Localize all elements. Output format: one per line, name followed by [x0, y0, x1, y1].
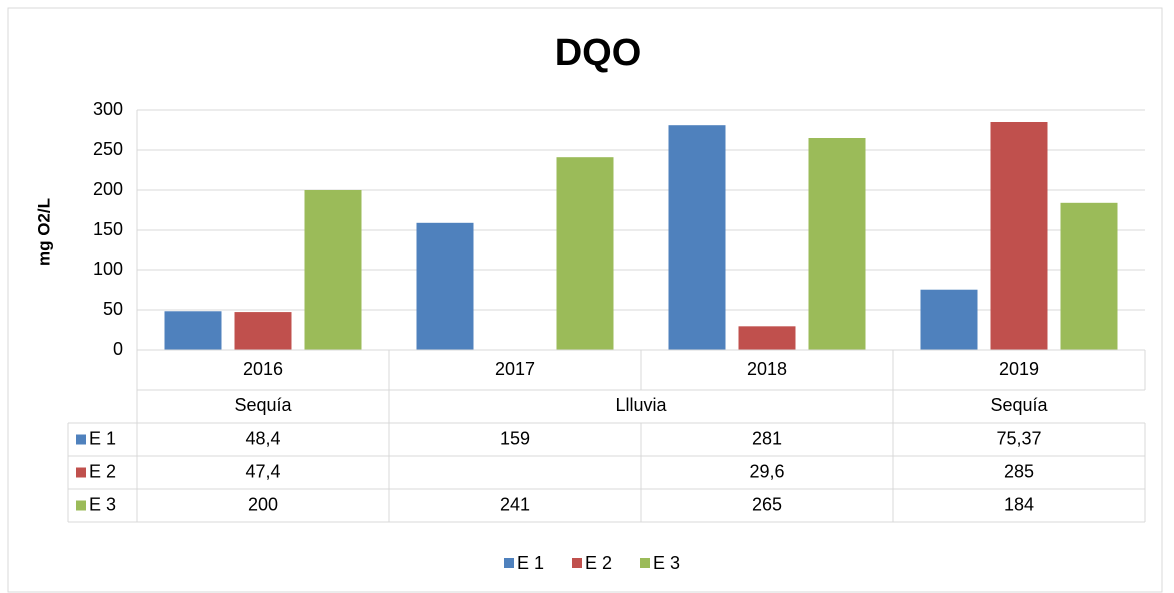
bar [920, 289, 978, 350]
table-value: 75,37 [996, 428, 1041, 448]
table-value: 241 [500, 494, 530, 514]
table-value: 29,6 [749, 461, 784, 481]
bar [738, 326, 796, 350]
table-value: 48,4 [245, 428, 280, 448]
category-label: 2018 [747, 359, 787, 379]
legend-key [504, 558, 514, 568]
table-series-name: E 2 [89, 461, 116, 481]
chart-title: DQO [555, 32, 642, 74]
legend-label: E 2 [585, 553, 612, 573]
table-value: 281 [752, 428, 782, 448]
y-tick-label: 0 [113, 339, 123, 359]
group-label: Sequía [990, 395, 1048, 415]
group-label: Sequía [234, 395, 292, 415]
table-value: 265 [752, 494, 782, 514]
bar [416, 222, 474, 350]
table-value: 184 [1004, 494, 1034, 514]
table-legend-key [76, 500, 86, 511]
table-value: 159 [500, 428, 530, 448]
bar [1060, 202, 1118, 350]
legend-label: E 3 [653, 553, 680, 573]
bar [234, 312, 292, 350]
bar [164, 311, 222, 350]
y-tick-label: 200 [93, 179, 123, 199]
y-tick-label: 100 [93, 259, 123, 279]
table-value: 200 [248, 494, 278, 514]
category-label: 2016 [243, 359, 283, 379]
table-value: 47,4 [245, 461, 280, 481]
bar [990, 122, 1048, 350]
bar [556, 157, 614, 350]
y-tick-label: 150 [93, 219, 123, 239]
y-axis-title: mg O2/L [34, 198, 53, 266]
y-tick-label: 300 [93, 99, 123, 119]
table-series-name: E 1 [89, 428, 116, 448]
table-series-name: E 3 [89, 494, 116, 514]
bar [668, 125, 726, 350]
legend-label: E 1 [517, 553, 544, 573]
y-tick-label: 250 [93, 139, 123, 159]
group-label: Llluvia [615, 395, 667, 415]
category-label: 2017 [495, 359, 535, 379]
bar [304, 190, 362, 350]
legend-key [640, 558, 650, 568]
category-label: 2019 [999, 359, 1039, 379]
table-legend-key [76, 434, 86, 445]
legend-key [572, 558, 582, 568]
table-value: 285 [1004, 461, 1034, 481]
bar [808, 138, 866, 350]
y-tick-label: 50 [103, 299, 123, 319]
table-legend-key [76, 467, 86, 478]
